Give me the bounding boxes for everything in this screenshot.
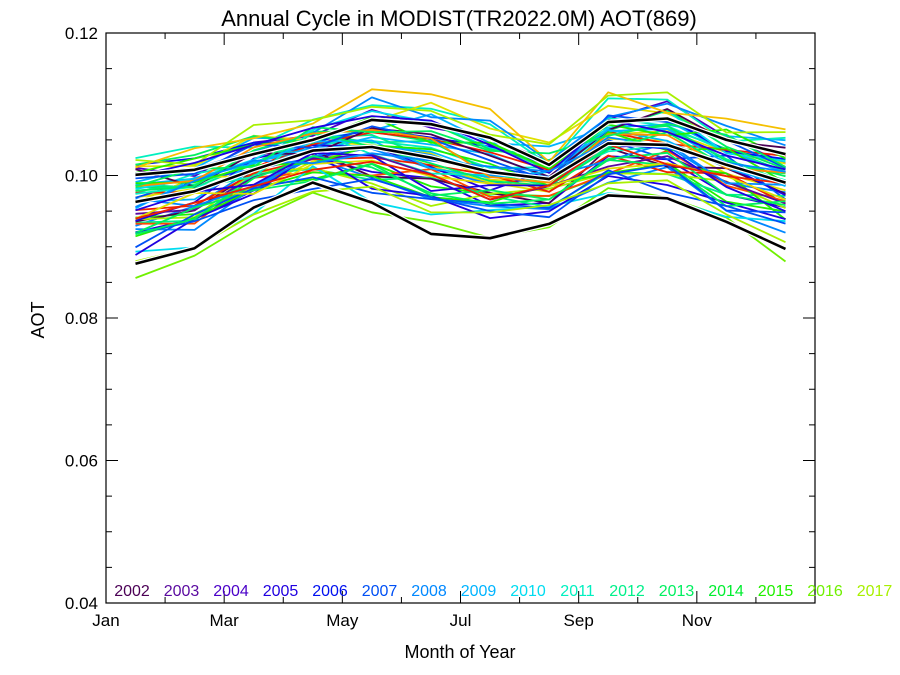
- legend-entry: 2016: [807, 583, 843, 600]
- x-tick-label: Mar: [210, 611, 240, 630]
- yearly-series-line: [135, 91, 786, 166]
- x-tick-label: Sep: [564, 611, 594, 630]
- yearly-series-line: [135, 116, 786, 174]
- x-tick-label: May: [326, 611, 359, 630]
- y-tick-label: 0.06: [65, 452, 98, 471]
- legend-entry: 2010: [510, 583, 546, 600]
- x-axis-label: Month of Year: [404, 642, 515, 662]
- yearly-series-line: [135, 169, 786, 249]
- yearly-series-group: [135, 88, 787, 279]
- legend: 2002 2003 2004 2005 2006 2007 2008 2009 2010 2011…: [114, 583, 892, 600]
- legend-entry: 2002: [114, 583, 150, 600]
- y-tick-label: 0.04: [65, 594, 98, 613]
- legend-entry: 2011: [560, 583, 595, 600]
- yearly-series-line: [135, 162, 786, 219]
- legend-entry: 2014: [708, 583, 744, 600]
- chart-title: Annual Cycle in MODIST(TR2022.0M) AOT(86…: [221, 6, 697, 31]
- yearly-series-line: [135, 128, 786, 187]
- legend-entry: 2003: [164, 583, 200, 600]
- legend-entry: 2007: [362, 583, 398, 600]
- yearly-series-line: [135, 151, 786, 256]
- legend-entry: 2015: [758, 583, 794, 600]
- x-tick-label: Jan: [92, 611, 119, 630]
- x-tick-label: Nov: [682, 611, 713, 630]
- yearly-series-line: [135, 179, 786, 263]
- y-tick-label: 0.08: [65, 309, 98, 328]
- yearly-series-line: [135, 143, 786, 220]
- y-axis-label: AOT: [28, 301, 48, 338]
- legend-entry: 2006: [312, 583, 348, 600]
- legend-entry: 2005: [263, 583, 299, 600]
- legend-entry: 2013: [659, 583, 695, 600]
- yearly-series-line: [135, 142, 786, 213]
- yearly-series-line: [135, 163, 786, 235]
- legend-entry: 2012: [609, 583, 645, 600]
- yearly-series-line: [135, 88, 786, 169]
- axis-ticks: Jan Mar May Jul Sep Nov 0.04 0.06 0.08 0.10 0.12: [65, 24, 816, 630]
- yearly-series-line: [135, 109, 786, 190]
- legend-entry: 2009: [461, 583, 497, 600]
- y-tick-label: 0.10: [65, 167, 98, 186]
- yearly-series-line: [135, 122, 786, 188]
- x-tick-label: Jul: [450, 611, 472, 630]
- legend-entry: 2017: [857, 583, 893, 600]
- legend-entry: 2004: [213, 583, 249, 600]
- mean-series-group: [134, 116, 787, 267]
- mean-series-line: [135, 142, 786, 204]
- mean-series-line: [135, 117, 786, 177]
- legend-entry: 2008: [411, 583, 447, 600]
- y-tick-label: 0.12: [65, 24, 98, 43]
- mean-series-line: [135, 181, 787, 266]
